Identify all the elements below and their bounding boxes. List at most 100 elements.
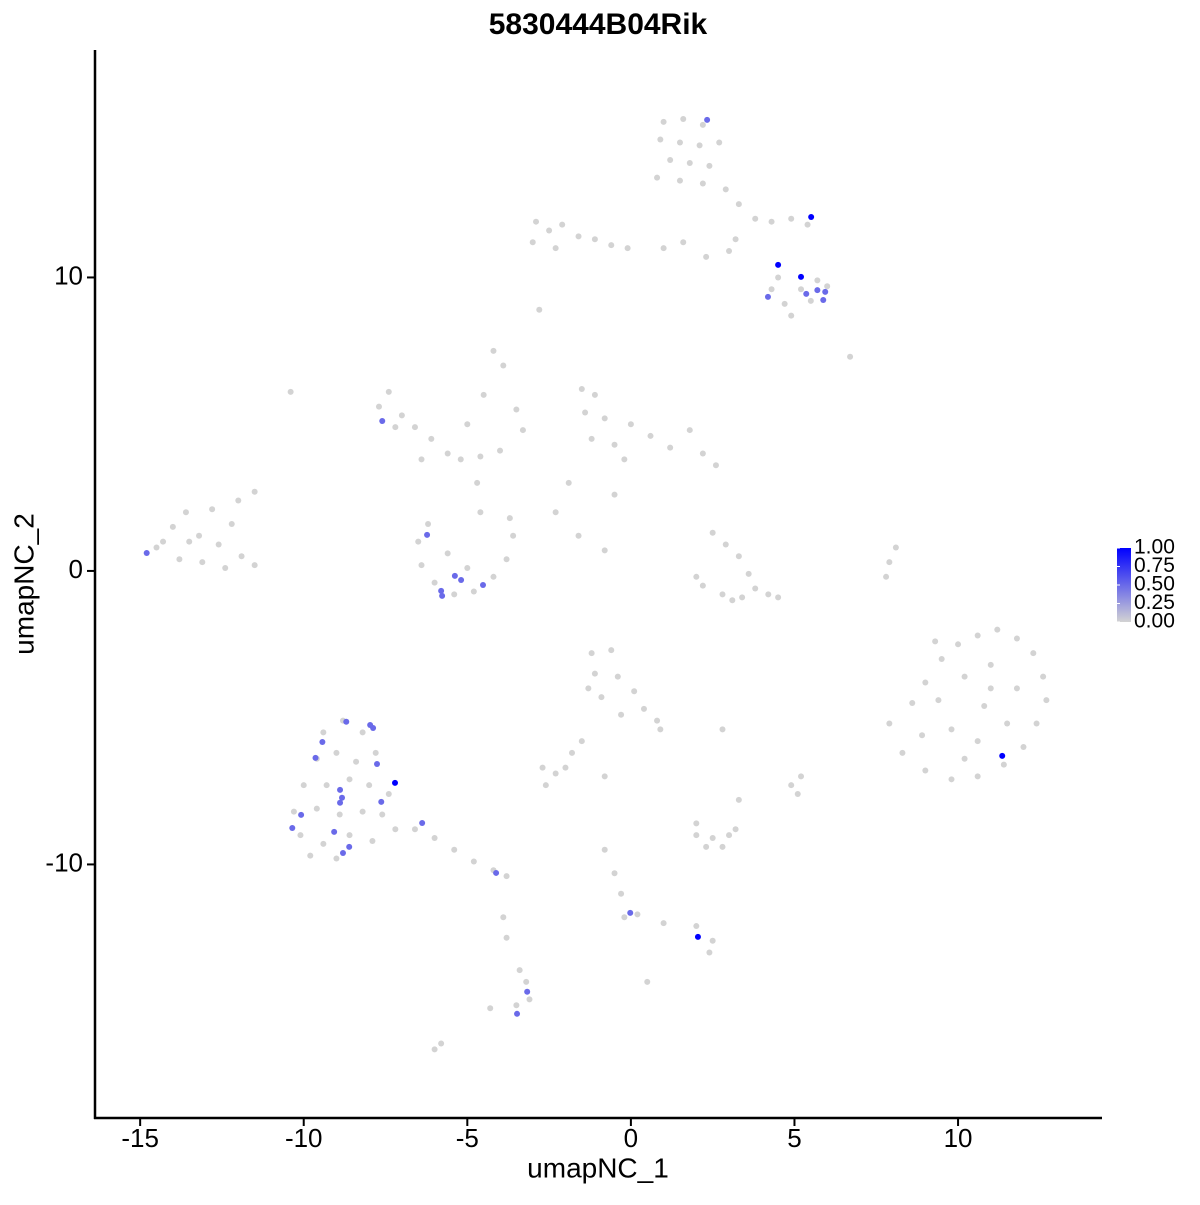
point — [621, 914, 628, 921]
point — [392, 779, 399, 786]
point — [431, 835, 438, 842]
point — [680, 239, 687, 246]
point — [480, 391, 487, 398]
point — [693, 832, 700, 839]
point — [490, 573, 497, 580]
point — [526, 996, 533, 1003]
point — [735, 553, 742, 560]
point — [788, 215, 795, 222]
point — [287, 388, 294, 395]
point — [470, 858, 477, 865]
point — [775, 261, 782, 268]
point — [298, 811, 305, 818]
point — [699, 180, 706, 187]
point — [513, 1002, 520, 1009]
point — [974, 773, 981, 780]
point — [503, 934, 510, 941]
point — [803, 290, 810, 297]
point — [974, 632, 981, 639]
point — [981, 702, 988, 709]
point — [523, 978, 530, 985]
point — [160, 538, 167, 545]
point — [215, 541, 222, 548]
point — [676, 177, 683, 184]
point — [938, 655, 945, 662]
point — [312, 754, 319, 761]
point — [431, 579, 438, 586]
point — [624, 245, 631, 252]
point — [372, 749, 379, 756]
point — [999, 752, 1006, 759]
point — [500, 914, 507, 921]
x-tick-label: -5 — [456, 1123, 479, 1153]
point — [822, 288, 829, 295]
point — [153, 544, 160, 551]
point — [709, 835, 716, 842]
point — [320, 729, 327, 736]
x-tick-label: 5 — [787, 1123, 801, 1153]
point — [752, 215, 759, 222]
point — [1000, 761, 1007, 768]
chart-title: 5830444B04Rik — [489, 8, 708, 41]
point — [458, 577, 465, 584]
point — [169, 523, 176, 530]
point — [660, 118, 667, 125]
point — [477, 453, 484, 460]
point — [529, 239, 536, 246]
point — [343, 718, 350, 725]
point — [948, 776, 955, 783]
point — [899, 749, 906, 756]
point — [699, 121, 706, 128]
point — [987, 661, 994, 668]
colorbar-label: 1.00 — [1134, 536, 1175, 559]
point — [657, 136, 664, 143]
point — [1033, 720, 1040, 727]
point — [251, 562, 258, 569]
point — [1004, 720, 1011, 727]
point — [251, 488, 258, 495]
point — [493, 869, 500, 876]
point — [775, 274, 782, 281]
point — [704, 116, 711, 123]
point — [1043, 697, 1050, 704]
point — [608, 647, 615, 654]
point — [186, 538, 193, 545]
x-tick-label: 10 — [944, 1123, 973, 1153]
point — [935, 697, 942, 704]
point — [627, 421, 634, 428]
point — [374, 761, 381, 768]
point — [807, 297, 814, 304]
point — [375, 403, 382, 410]
point — [693, 923, 700, 930]
point — [886, 720, 893, 727]
point — [562, 764, 569, 771]
point — [883, 573, 890, 580]
point — [922, 679, 929, 686]
point — [196, 532, 203, 539]
point — [516, 967, 523, 974]
point — [424, 531, 431, 538]
point — [313, 805, 320, 812]
point — [712, 462, 719, 469]
point — [611, 870, 618, 877]
point — [961, 755, 968, 762]
point — [415, 538, 422, 545]
point — [552, 509, 559, 516]
point — [735, 201, 742, 208]
point — [719, 591, 726, 598]
point — [634, 911, 641, 918]
point — [686, 427, 693, 434]
point — [699, 450, 706, 457]
point — [820, 297, 827, 304]
point — [932, 638, 939, 645]
point — [503, 556, 510, 563]
point — [892, 544, 899, 551]
point — [814, 277, 821, 284]
point — [199, 559, 206, 566]
x-tick-label: 0 — [624, 1123, 638, 1153]
point — [601, 415, 608, 422]
point — [696, 142, 703, 149]
point — [514, 1010, 521, 1017]
point — [578, 385, 585, 392]
